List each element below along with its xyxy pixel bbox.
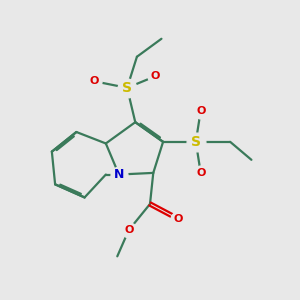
Text: O: O — [173, 214, 182, 224]
Text: O: O — [196, 106, 206, 116]
Text: O: O — [124, 225, 134, 235]
Text: S: S — [191, 135, 201, 149]
Text: S: S — [122, 81, 132, 95]
Text: N: N — [114, 168, 124, 181]
Text: O: O — [150, 71, 160, 81]
Text: O: O — [196, 168, 206, 178]
Text: O: O — [90, 76, 99, 86]
